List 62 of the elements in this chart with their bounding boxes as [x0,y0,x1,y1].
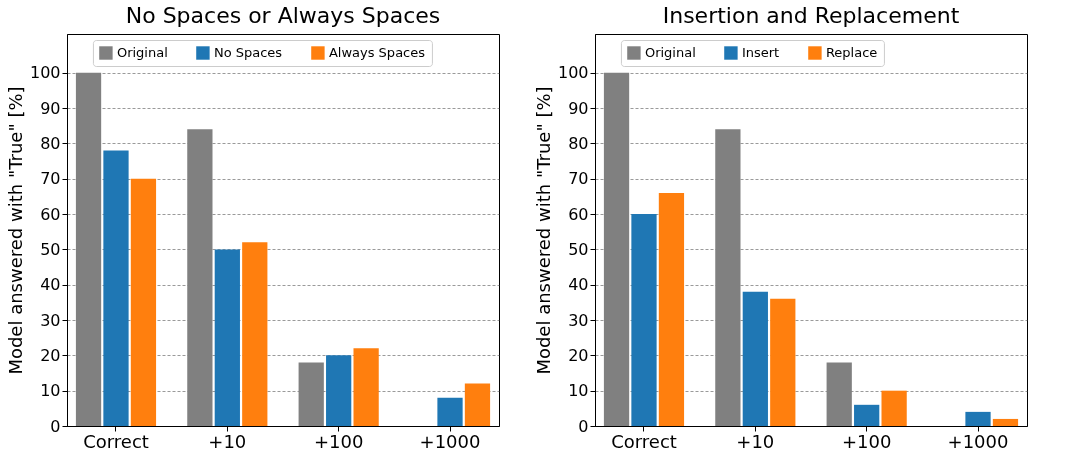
bar [464,383,491,426]
bar [603,72,630,426]
bar [130,178,157,426]
y-tick-label: 80 [568,133,589,153]
x-tick-label: Correct [611,430,677,452]
x-tick-label: +10 [208,430,247,452]
bar [770,298,796,426]
bar [75,72,102,426]
y-tick-label: 60 [40,204,61,224]
bar [854,404,880,426]
bar [242,242,268,426]
bar [631,214,657,426]
y-tick-label: 10 [568,381,589,401]
legend-label: No Spaces [213,45,283,60]
bar [742,291,768,426]
y-tick-label: 40 [40,275,61,295]
y-tick-label: 0 [50,416,61,436]
y-tick-label: 20 [568,345,589,365]
bar [326,355,352,426]
bar [353,348,379,426]
y-tick-label: 30 [568,310,589,330]
y-tick-label: 40 [568,275,589,295]
bar [965,411,991,426]
bar [881,390,907,426]
x-tick-label: +1000 [947,430,1009,452]
bar [187,129,213,426]
y-tick-label: 10 [40,381,61,401]
legend-label: Replace [825,45,878,60]
y-tick-label: 80 [40,133,61,153]
y-tick-label: 0 [578,416,589,436]
legend-label: Original [644,45,696,60]
y-axis-title: Model answered with "True" [%] [532,86,554,375]
x-tick-label: Correct [83,430,149,452]
legend-label: Insert [741,45,780,60]
y-tick-label: 100 [29,63,61,83]
y-tick-label: 70 [40,169,61,189]
bar [437,397,463,426]
y-tick-label: 100 [557,63,589,83]
y-tick-label: 90 [568,98,589,118]
bar [103,150,129,426]
y-tick-label: 70 [568,169,589,189]
bar [658,192,685,426]
bar [214,249,240,426]
x-tick-label: +10 [736,430,775,452]
x-tick-label: +1000 [419,430,481,452]
y-tick-label: 50 [40,239,61,259]
y-tick-label: 50 [568,239,589,259]
bar [715,129,741,426]
legend-label: Original [116,45,168,60]
y-tick-label: 20 [40,345,61,365]
bar [826,362,852,426]
chart-title: No Spaces or Always Spaces [125,3,441,28]
y-tick-label: 30 [40,310,61,330]
legend-label: Always Spaces [328,45,426,60]
x-tick-label: +100 [841,430,892,452]
y-tick-label: 90 [40,98,61,118]
x-tick-label: +100 [313,430,364,452]
y-axis-title: Model answered with "True" [%] [4,86,26,375]
bar [298,362,324,426]
chart-title: Insertion and Replacement [662,3,960,28]
bar [992,418,1019,426]
y-tick-label: 60 [568,204,589,224]
